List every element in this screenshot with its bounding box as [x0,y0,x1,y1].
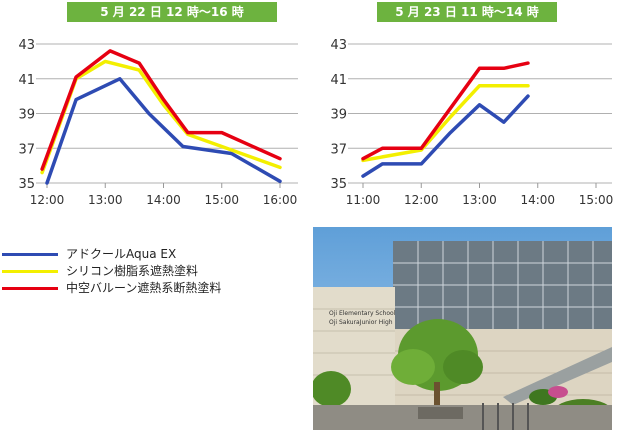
legend-label-yellow: シリコン樹脂系遮熱塗料 [66,264,199,278]
chart2-ytick-1: 37 [330,142,347,157]
chart2-xtick-4: 15:00 [579,193,614,207]
legend-item-red: 中空バルーン遮熱系断熱塗料 [2,280,221,297]
chart1-xtick-4: 16:00 [263,193,298,207]
legend-item-yellow: シリコン樹脂系遮熱塗料 [2,263,221,280]
charts-canvas: 35 37 39 41 43 12:00 13:00 14:00 15:00 16:00 35 37 3… [18,38,614,207]
chart1-ytick-1: 37 [18,142,35,157]
chart2-ytick-4: 43 [330,38,347,53]
chart2-xtick-0: 11:00 [346,193,381,207]
chart1-title: 5 月 22 日 12 時〜16 時 [67,2,277,22]
chart1-ytick-2: 39 [18,108,35,123]
chart2-ytick-0: 35 [330,177,347,192]
chart2-ytick-2: 39 [330,108,347,123]
legend-swatch-yellow [2,270,58,273]
chart2-series-0-line [361,94,530,178]
chart2-title: 5 月 23 日 11 時〜14 時 [377,2,557,22]
legend-swatch-blue [2,253,58,256]
chart1-xtick-2: 14:00 [146,193,181,207]
chart1-ytick-0: 35 [18,177,35,192]
chart1-xtick-1: 13:00 [88,193,123,207]
legend-item-blue: アドクールAqua EX [2,246,221,263]
school-sign-line1: Oji Elementary School [329,310,396,317]
chart1-ytick-3: 41 [18,73,35,88]
chart1-series-0-line [45,77,282,185]
chart2-series-2-line [361,61,530,161]
chart2-xtick-1: 12:00 [404,193,439,207]
ramp [503,347,612,405]
shrub-left [313,371,351,407]
school-building-photo: Oji Elementary School Oji SakuraJunior H… [313,227,612,430]
chart1-series-2-line [40,49,282,171]
legend-label-blue: アドクールAqua EX [66,247,177,261]
chart2-ytick-3: 41 [330,73,347,88]
tree-trunk [434,382,440,407]
chart2-xtick-2: 13:00 [462,193,497,207]
gate-panel [418,407,463,419]
legend: アドクールAqua EX シリコン樹脂系遮熱塗料 中空バルーン遮熱系断熱塗料 [2,246,221,297]
chart1-xtick-0: 12:00 [30,193,65,207]
chart2-series-1-line [361,83,530,163]
chart2-xtick-3: 14:00 [520,193,555,207]
chart1-series-1-line [40,59,282,175]
chart1-ytick-4: 43 [18,38,35,53]
school-sign-line2: Oji SakuraJunior High [329,319,393,326]
chart1-xtick-3: 15:00 [204,193,239,207]
legend-label-red: 中空バルーン遮熱系断熱塗料 [66,281,222,295]
legend-swatch-red [2,287,58,290]
